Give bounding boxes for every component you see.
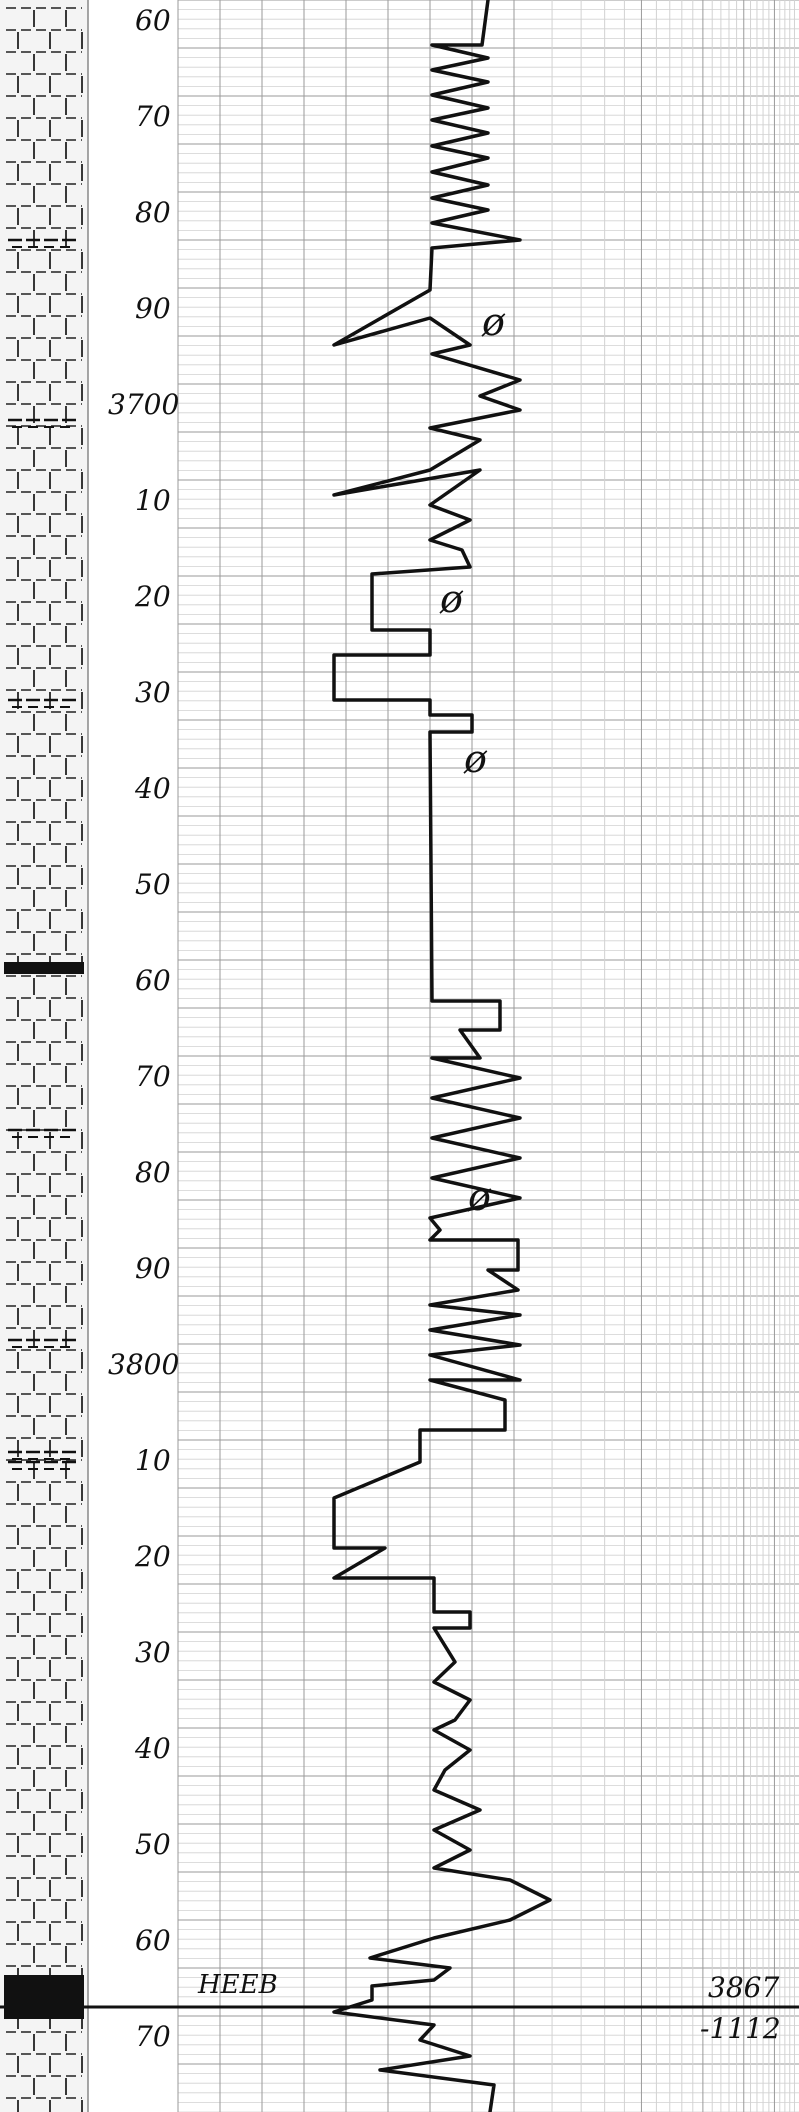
lithology-column: [0, 0, 89, 2112]
depth-label: 70: [135, 2020, 171, 2053]
shale-bands: [4, 238, 84, 2019]
depth-label: 3800: [108, 1348, 179, 1381]
formation-name: HEEB: [197, 1970, 278, 2000]
depth-label: 90: [135, 292, 171, 325]
porosity-marker: ø: [481, 300, 506, 344]
depth-label: 30: [135, 676, 171, 709]
depth-label: 20: [134, 580, 171, 613]
depth-label: 60: [135, 964, 171, 997]
formation-depth: 3867: [708, 1971, 779, 2004]
formation-top: HEEB 3867 -1112: [0, 1970, 799, 2045]
porosity-marker: ø: [463, 737, 488, 781]
limestone-brick-pattern: [6, 7, 83, 2112]
depth-scale: 60 70 80 90 3700 10 20 30 40 50 60 70 80 90 3800 10 20 30…: [108, 4, 179, 2053]
depth-label: 50: [135, 868, 171, 901]
depth-label: 80: [135, 1156, 171, 1189]
depth-label: 60: [135, 4, 171, 37]
depth-label: 70: [135, 1060, 171, 1093]
depth-label: 40: [134, 1732, 171, 1765]
depth-label: 20: [134, 1540, 171, 1573]
depth-label: 10: [135, 1444, 171, 1477]
depth-label: 3700: [108, 388, 179, 421]
depth-label: 30: [135, 1636, 171, 1669]
depth-label: 90: [135, 1252, 171, 1285]
log-curve: [332, 0, 552, 2112]
formation-subsea: -1112: [700, 2012, 781, 2045]
depth-label: 40: [134, 772, 171, 805]
depth-label: 60: [135, 1924, 171, 1957]
porosity-marker: ø: [467, 1175, 492, 1219]
depth-label: 50: [135, 1828, 171, 1861]
log-grid: [177, 0, 799, 2112]
depth-label: 80: [135, 196, 171, 229]
porosity-markers: ø ø ø ø: [439, 300, 506, 1219]
depth-label: 10: [135, 484, 171, 517]
depth-label: 70: [135, 100, 171, 133]
porosity-marker: ø: [439, 577, 464, 621]
